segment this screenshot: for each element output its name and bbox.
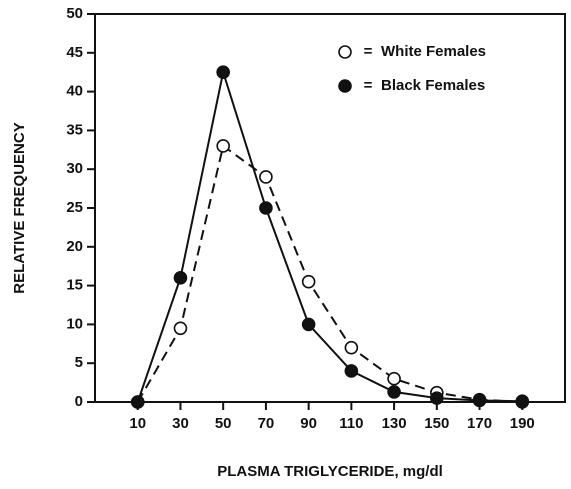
y-tick-label: 25 <box>66 199 83 216</box>
x-tick-label: 50 <box>215 415 232 432</box>
point <box>387 385 401 399</box>
y-tick-label: 15 <box>66 277 83 294</box>
y-tick-label: 35 <box>66 121 83 138</box>
point <box>344 340 359 355</box>
point <box>130 395 145 409</box>
legend-marker <box>338 45 352 59</box>
y-tick-label: 45 <box>66 44 83 61</box>
series-line <box>136 144 523 403</box>
x-tick-label: 30 <box>172 415 189 432</box>
legend-separator: = <box>364 43 373 60</box>
y-tick-label: 30 <box>66 160 83 177</box>
x-axis-label: PLASMA TRIGLYCERIDE, mg/dl <box>217 463 443 480</box>
legend-label: White Females <box>381 43 486 60</box>
x-tick-label: 110 <box>339 415 363 432</box>
y-tick-label: 50 <box>66 5 83 22</box>
point <box>387 371 401 386</box>
point <box>515 394 530 409</box>
point <box>216 65 230 79</box>
y-tick-label: 40 <box>66 83 83 100</box>
point <box>259 170 273 184</box>
point <box>173 321 188 336</box>
plot-frame <box>94 13 566 403</box>
y-axis-label: RELATIVE FREQUENCY <box>11 122 28 293</box>
y-tick-label: 0 <box>75 393 83 410</box>
x-tick-label: 150 <box>424 415 449 432</box>
point <box>173 271 188 285</box>
x-tick-label: 10 <box>129 415 146 432</box>
point <box>344 364 359 378</box>
point <box>472 393 487 408</box>
y-tick-label: 10 <box>66 315 83 332</box>
point <box>301 274 316 289</box>
series-line <box>136 68 523 403</box>
point <box>301 317 316 332</box>
point <box>216 139 230 153</box>
x-tick-label: 70 <box>258 415 275 432</box>
y-tick-label: 20 <box>66 238 83 255</box>
point <box>430 391 444 405</box>
x-tick-label: 170 <box>467 415 492 432</box>
point <box>259 201 273 215</box>
legend-label: Black Females <box>381 77 485 94</box>
x-tick-label: 190 <box>510 415 535 432</box>
y-tick-label: 5 <box>75 354 83 371</box>
x-tick-label: 130 <box>382 415 407 432</box>
legend-marker <box>338 79 352 93</box>
x-tick-label: 90 <box>300 415 317 432</box>
legend-separator: = <box>364 77 373 94</box>
